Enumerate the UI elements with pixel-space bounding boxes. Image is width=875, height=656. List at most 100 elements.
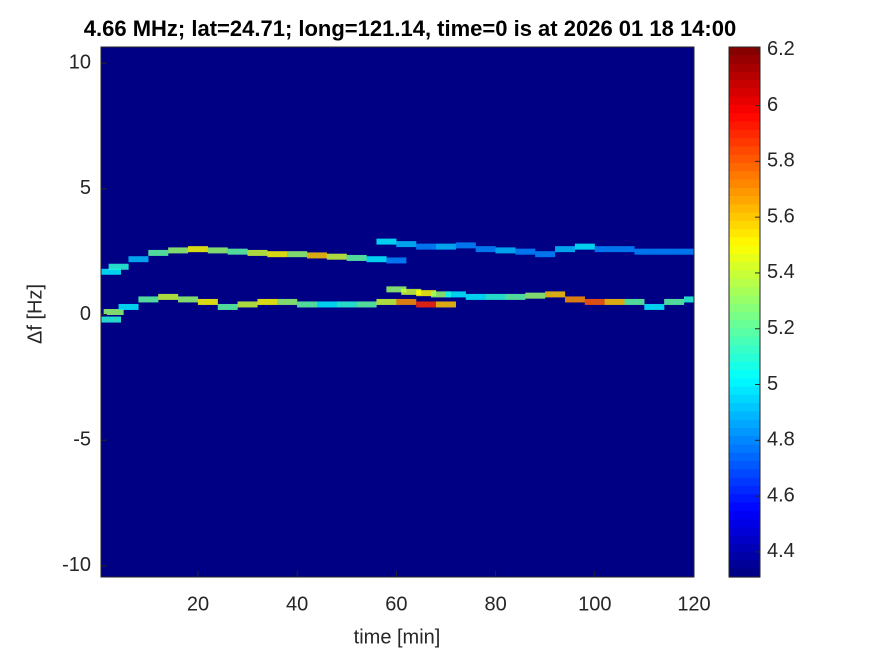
trace-cell — [435, 301, 456, 308]
colorbar-step — [729, 204, 760, 214]
colorbar-step — [729, 212, 760, 222]
colorbar-step — [729, 394, 760, 404]
colorbar-step — [729, 510, 760, 520]
y-tick-label: -5 — [73, 429, 91, 451]
colorbar-step — [729, 320, 760, 330]
trace-cell — [287, 251, 308, 258]
trace-cell — [376, 238, 397, 245]
y-tick-label: -10 — [62, 554, 91, 576]
colorbar-step — [729, 71, 760, 81]
colorbar-tick-label: 5.8 — [767, 150, 795, 172]
colorbar-step — [729, 361, 760, 371]
colorbar-step — [729, 419, 760, 429]
trace-cell — [297, 301, 318, 308]
trace-cell — [624, 298, 645, 305]
colorbar-step — [729, 270, 760, 280]
trace-cell — [187, 246, 208, 253]
colorbar-step — [729, 80, 760, 90]
heatmap-background — [101, 47, 694, 577]
trace-cell — [416, 243, 437, 250]
colorbar-step — [729, 47, 760, 56]
x-tick-label: 20 — [187, 593, 209, 615]
colorbar-step — [729, 560, 760, 570]
trace-cell — [564, 296, 585, 303]
colorbar-step — [729, 104, 760, 114]
colorbar-step — [729, 436, 760, 446]
trace-cell — [277, 298, 298, 305]
traces — [101, 238, 694, 323]
x-tick-label: 100 — [578, 593, 611, 615]
trace-cell — [545, 291, 566, 298]
colorbar-step — [729, 411, 760, 421]
trace-cell — [217, 303, 238, 310]
trace-cell — [674, 248, 694, 255]
colorbar-step — [729, 220, 760, 230]
colorbar-tick-label: 6.2 — [767, 38, 795, 60]
colorbar-step — [729, 345, 760, 355]
trace-cell — [197, 298, 218, 305]
trace-cell — [435, 243, 456, 250]
y-tick-label: 0 — [80, 303, 91, 325]
trace-cell — [525, 292, 546, 299]
colorbar-step — [729, 369, 760, 379]
trace-cell — [101, 316, 121, 323]
trace-cell — [495, 247, 516, 254]
colorbar-tick-label: 5.4 — [767, 261, 795, 283]
x-tick-label: 40 — [286, 593, 308, 615]
colorbar-step — [729, 295, 760, 305]
trace-cell — [594, 246, 615, 253]
y-axis-label: Δf [Hz] — [24, 284, 46, 344]
trace-cell — [148, 249, 169, 256]
colorbar-tick-label: 5 — [767, 373, 778, 395]
trace-cell — [366, 256, 387, 263]
y-tick-label: 10 — [69, 51, 91, 73]
trace-cell — [584, 298, 605, 305]
colorbar-tick-label: 5.6 — [767, 205, 795, 227]
colorbar-tick-label: 4.4 — [767, 540, 795, 562]
colorbar-step — [729, 237, 760, 247]
trace-cell — [416, 301, 437, 308]
trace-cell — [237, 301, 258, 308]
colorbar-step — [729, 278, 760, 288]
colorbar-step — [729, 287, 760, 297]
trace-cell — [128, 256, 149, 263]
colorbar-step — [729, 129, 760, 139]
colorbar-step — [729, 527, 760, 537]
colorbar-step — [729, 171, 760, 181]
colorbar-step — [729, 303, 760, 313]
trace-cell — [396, 298, 417, 305]
colorbar-tick-label: 6 — [767, 94, 778, 116]
trace-cell — [555, 246, 576, 253]
trace-cell — [515, 248, 536, 255]
colorbar-step — [729, 88, 760, 98]
trace-cell — [604, 298, 625, 305]
trace-cell — [465, 293, 486, 300]
colorbar-step — [729, 502, 760, 512]
y-tick-label: 5 — [80, 177, 91, 199]
trace-cell — [227, 248, 248, 255]
trace-cell — [267, 251, 288, 258]
colorbar-step — [729, 519, 760, 528]
colorbar-step — [729, 461, 760, 470]
trace-cell — [103, 309, 124, 315]
colorbar-step — [729, 336, 760, 346]
colorbar-tick-label: 4.6 — [767, 484, 795, 506]
trace-cell — [118, 303, 139, 310]
trace-cell — [445, 291, 466, 298]
colorbar-step — [729, 427, 760, 437]
x-tick-label: 60 — [385, 593, 407, 615]
trace-cell — [396, 241, 417, 248]
trace-cell — [574, 243, 595, 250]
colorbar-step — [729, 146, 760, 156]
trace-cell — [307, 252, 328, 259]
trace-cell — [257, 298, 278, 305]
colorbar-step — [729, 113, 760, 123]
x-tick-label: 80 — [484, 593, 506, 615]
trace-cell — [535, 251, 556, 258]
colorbar-step — [729, 452, 760, 462]
trace-cell — [416, 290, 437, 297]
colorbar-step — [729, 229, 760, 239]
trace-cell — [386, 257, 407, 264]
